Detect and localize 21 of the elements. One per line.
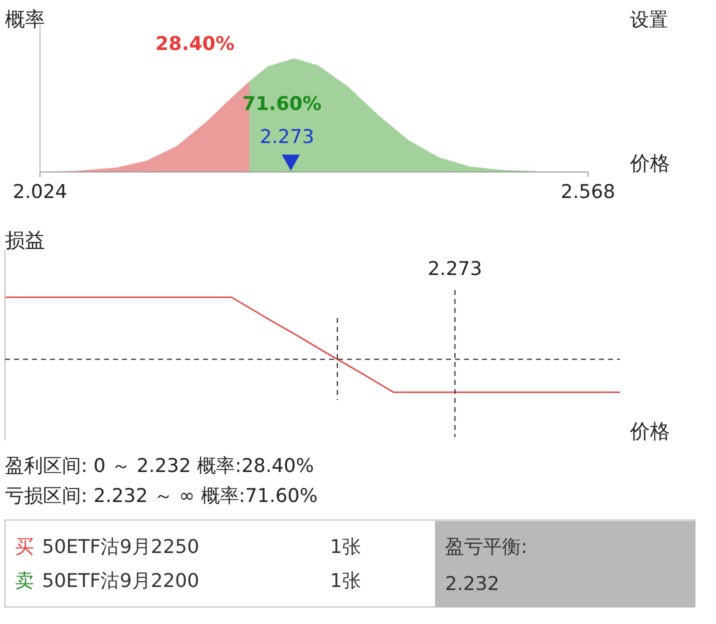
text: 亏损区间: 2.232 ～ ∞ 概率:71.60% bbox=[5, 485, 318, 507]
text: 盈利区间: 0 ～ 2.232 概率:28.40% bbox=[5, 455, 314, 477]
text: 盈亏平衡: bbox=[445, 536, 528, 558]
text: 50ETF沽9月2200 bbox=[42, 570, 200, 592]
annotation: 71.60% bbox=[242, 93, 322, 115]
x-axis-title: 价格 bbox=[629, 419, 670, 443]
x-tick-label: 2.024 bbox=[12, 181, 68, 203]
text: 买 bbox=[15, 536, 34, 558]
x-tick-label: 2.568 bbox=[560, 181, 616, 203]
text: 2.232 bbox=[445, 573, 500, 595]
y-axis-title: 概率 bbox=[5, 7, 45, 31]
x-axis-title: 价格 bbox=[629, 151, 670, 175]
text: 2.273 bbox=[428, 258, 482, 280]
text: 1张 bbox=[330, 536, 362, 558]
text: 卖 bbox=[15, 570, 34, 592]
y-axis-title: 损益 bbox=[5, 228, 45, 252]
text: 28.40% bbox=[155, 33, 235, 55]
annotation: 2.273 bbox=[260, 126, 314, 148]
text: 50ETF沽9月2250 bbox=[42, 536, 200, 558]
text: 设置 bbox=[630, 9, 668, 31]
text: 1张 bbox=[330, 570, 362, 592]
